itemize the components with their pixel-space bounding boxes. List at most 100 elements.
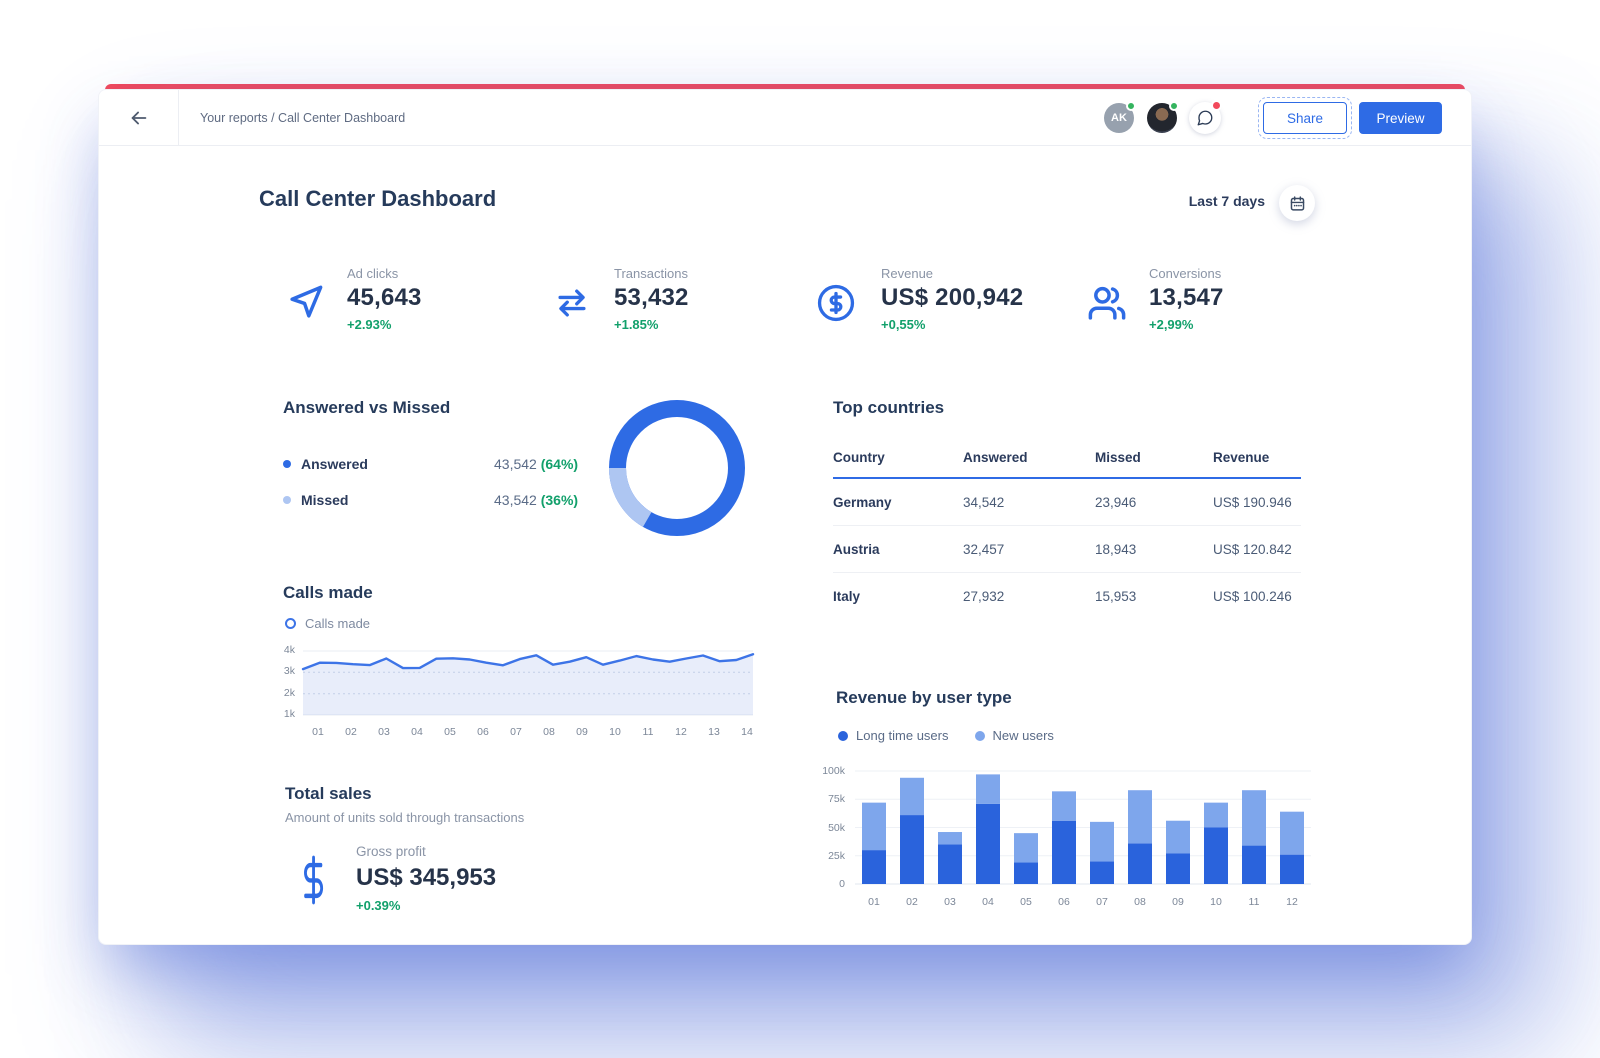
kpi-conversions: Conversions 13,547 +2,99% [1085, 266, 1224, 332]
table-header-row: Country Answered Missed Revenue [833, 450, 1301, 479]
kpi-delta: +0,55% [881, 317, 926, 332]
calendar-button[interactable] [1279, 185, 1315, 221]
legend-dot-long-time-users [838, 730, 848, 741]
cursor-icon [290, 285, 323, 318]
kpi-label: Revenue [881, 266, 934, 281]
x-axis-label: 09 [576, 726, 588, 738]
total-sales-subtitle: Amount of units sold through transaction… [285, 810, 525, 825]
kpi-value: 45,643 [347, 284, 422, 311]
legend-dot [283, 460, 291, 468]
preview-button[interactable]: Preview [1359, 102, 1442, 134]
cell-answered: 34,542 [963, 494, 1005, 510]
kpi-delta: +2,99% [1149, 317, 1194, 332]
legend-label: Answered [301, 456, 368, 472]
cell-revenue: US$ 190.946 [1213, 494, 1292, 510]
x-axis-label: 05 [444, 726, 456, 738]
x-axis-label: 06 [1058, 896, 1070, 908]
kpi-value: 53,432 [614, 284, 689, 311]
kpi-label: Ad clicks [347, 266, 399, 281]
cell-country: Italy [833, 589, 861, 604]
x-axis-label: 03 [378, 726, 390, 738]
legend-dot-new-users [974, 730, 985, 741]
kpi-value: US$ 200,942 [881, 284, 1024, 311]
legend-item-answered: Answered 43,542 (64%) [283, 454, 578, 474]
avatar-photo[interactable] [1147, 101, 1179, 133]
x-axis-label: 11 [1248, 896, 1260, 908]
y-axis-label: 2k [283, 686, 295, 699]
x-axis-label: 04 [982, 896, 994, 908]
users-icon [1088, 286, 1126, 320]
dashboard-card: Your reports / Call Center Dashboard AK … [98, 89, 1472, 945]
gross-profit-label: Gross profit [356, 844, 426, 859]
column-header: Country [833, 450, 885, 465]
legend-dot [283, 496, 291, 504]
y-axis-label: 3k [283, 665, 295, 678]
x-axis-label: 03 [944, 896, 956, 908]
kpi-value: 13,547 [1149, 284, 1224, 311]
avatar-initials-text: AK [1111, 112, 1127, 124]
x-axis-label: 13 [708, 726, 720, 738]
share-button[interactable]: Share [1258, 97, 1352, 139]
x-axis-label: 05 [1020, 896, 1032, 908]
x-axis-label: 12 [675, 726, 687, 738]
online-status-dot [1169, 101, 1179, 111]
legend-label: Missed [301, 492, 349, 508]
cell-missed: 23,946 [1095, 494, 1137, 510]
page-title: Call Center Dashboard [259, 186, 497, 211]
column-header: Answered [963, 450, 1028, 465]
x-axis-label: 10 [609, 726, 621, 738]
legend-ring-icon [285, 618, 296, 629]
top-countries-table: Country Answered Missed Revenue Germany … [833, 450, 1301, 620]
legend-label: New users [992, 728, 1054, 743]
kpi-delta: +1.85% [614, 317, 659, 332]
x-axis-label: 10 [1210, 896, 1222, 908]
cell-missed: 18,943 [1095, 541, 1137, 557]
y-axis-label: 1k [283, 708, 295, 720]
x-axis-label: 09 [1172, 896, 1184, 908]
table-row: Austria 32,457 18,943 US$ 120.842 [833, 526, 1301, 573]
breadcrumb[interactable]: Your reports / Call Center Dashboard [200, 111, 406, 125]
online-status-dot [1126, 101, 1136, 111]
back-button[interactable] [99, 90, 179, 146]
x-axis-label: 02 [345, 726, 357, 738]
x-axis-label: 01 [312, 726, 324, 738]
avatar-initials[interactable]: AK [1104, 101, 1136, 133]
kpi-label: Transactions [614, 266, 688, 281]
kpi-delta: +2.93% [347, 317, 392, 332]
y-axis-label: 50k [828, 821, 845, 834]
legend-label: Calls made [305, 616, 371, 631]
x-axis-label: 12 [1286, 896, 1298, 908]
table-row: Germany 34,542 23,946 US$ 190.946 [833, 479, 1301, 526]
y-axis-label: 100k [822, 765, 845, 777]
column-header: Revenue [1213, 450, 1270, 465]
y-axis-label: 75k [828, 793, 845, 806]
x-axis-label: 11 [642, 726, 654, 738]
total-sales-title: Total sales [285, 784, 372, 803]
calls-made-legend: Calls made [285, 616, 370, 631]
date-range-label[interactable]: Last 7 days [1188, 193, 1265, 209]
x-axis-label: 07 [510, 726, 522, 738]
legend-item-missed: Missed 43,542 (36%) [283, 490, 578, 510]
calendar-icon [1290, 195, 1304, 211]
y-axis-label: 25k [828, 849, 845, 862]
calls-made-chart: 4k 3k 2k 1k 01 02 03 04 05 06 07 08 09 10 11 12 13 14 [284, 644, 755, 738]
y-axis-label: 0 [839, 878, 845, 890]
x-axis-label: 08 [1134, 896, 1146, 908]
legend-label: Long time users [856, 728, 949, 743]
kpi-label: Conversions [1149, 266, 1222, 281]
answered-vs-missed-title: Answered vs Missed [283, 398, 451, 417]
chat-button[interactable] [1189, 100, 1222, 134]
top-bar: Your reports / Call Center Dashboard AK … [99, 90, 1471, 146]
gross-profit-value: US$ 345,953 [356, 864, 497, 891]
bar-chart-legend: Long time users New users [838, 728, 1054, 743]
x-axis-label: 08 [543, 726, 555, 738]
legend-value: 43,542 (36%) [494, 492, 579, 508]
kpi-revenue: Revenue US$ 200,942 +0,55% [815, 266, 1023, 332]
donut-chart [609, 400, 745, 536]
top-countries-title: Top countries [833, 398, 945, 417]
y-axis-label: 4k [283, 644, 295, 656]
cell-answered: 27,932 [963, 589, 1005, 604]
x-axis-label: 01 [868, 896, 880, 908]
cell-country: Austria [833, 541, 880, 557]
chat-bubble-icon [1197, 110, 1213, 126]
